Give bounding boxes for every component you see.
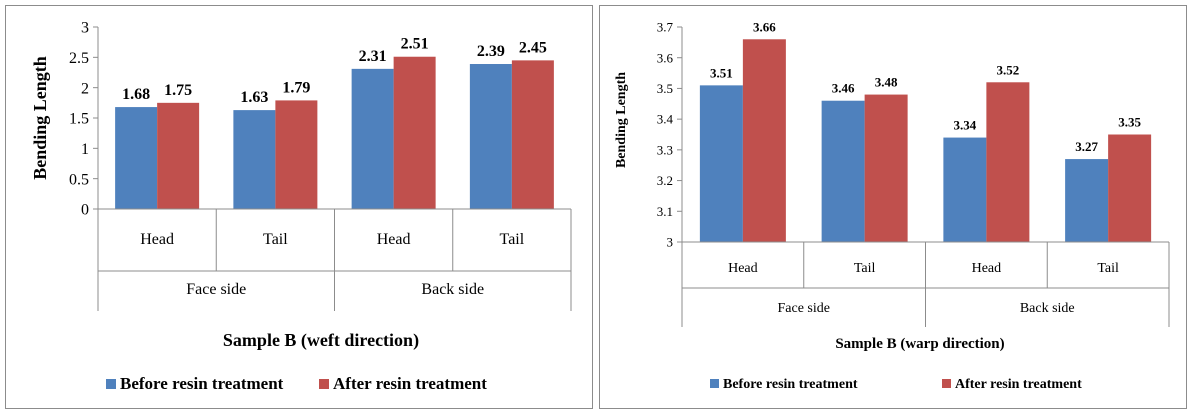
x-axis-title: Sample B (warp direction) — [835, 336, 1004, 352]
legend-label: Before resin treatment — [120, 374, 284, 393]
data-label: 3.66 — [753, 19, 776, 34]
y-tick-label: 3.5 — [657, 81, 673, 96]
bar — [742, 39, 786, 243]
chart-panel-warp: 3 3.1 3.2 3.3 3.4 3.5 3.6 3.7 3.51 3.46 3.34 3.27 3.… — [599, 5, 1187, 409]
chart-warp: 3 3.1 3.2 3.3 3.4 3.5 3.6 3.7 3.51 3.46 3.34 3.27 3.… — [614, 19, 1170, 392]
y-tick-label: 3.7 — [657, 20, 674, 35]
y-tick-label: 3.4 — [657, 112, 674, 127]
y-tick-label: 1 — [81, 141, 89, 158]
data-label: 3.52 — [997, 62, 1020, 77]
bar — [115, 107, 158, 209]
y-tick-label: 0 — [81, 202, 89, 219]
group-label: Back side — [1020, 301, 1075, 316]
bar — [157, 102, 200, 209]
bar — [1108, 134, 1152, 242]
data-label: 3.34 — [954, 118, 977, 133]
data-label: 1.68 — [122, 86, 150, 103]
y-tick-label: 2 — [81, 80, 89, 97]
data-label: 1.63 — [240, 89, 268, 106]
y-axis-title: Bending Length — [30, 56, 50, 180]
x-tick-label: Head — [728, 261, 758, 276]
legend-swatch — [942, 379, 951, 388]
y-tick-label: 3.1 — [657, 204, 673, 219]
group-label: Face side — [778, 301, 830, 316]
chart-weft: 0 0.5 1 1.5 2 2.5 3 1.68 1.63 2.31 2.39 1.75 1.79 2.5… — [30, 20, 572, 393]
legend-label: After resin treatment — [955, 377, 1082, 392]
y-tick-label: 3.6 — [657, 50, 674, 65]
data-label: 2.39 — [477, 43, 505, 60]
y-tick-label: 3 — [81, 20, 89, 37]
x-axis-title: Sample B (weft direction) — [223, 330, 419, 351]
y-tick-label: 1.5 — [69, 111, 89, 128]
data-label: 2.31 — [359, 48, 387, 65]
data-label: 3.48 — [875, 75, 898, 90]
data-label: 3.51 — [710, 65, 733, 80]
x-tick-label: Head — [972, 261, 1002, 276]
data-label: 2.51 — [401, 36, 429, 53]
y-tick-label: 2.5 — [69, 50, 89, 67]
bar — [699, 85, 743, 242]
group-label: Back side — [421, 281, 484, 298]
bar — [393, 56, 436, 209]
bar — [469, 64, 512, 209]
data-label: 3.46 — [832, 81, 855, 96]
y-tick-label: 3 — [667, 235, 674, 250]
legend-swatch — [106, 379, 116, 389]
bar — [1065, 159, 1109, 242]
x-tick-label: Tail — [500, 231, 525, 248]
x-tick-label: Tail — [854, 261, 876, 276]
y-axis-title: Bending Length — [614, 72, 629, 168]
x-tick-label: Head — [140, 231, 174, 248]
legend-label: After resin treatment — [333, 374, 487, 393]
data-label: 3.27 — [1075, 139, 1098, 154]
chart-panel-weft: 0 0.5 1 1.5 2 2.5 3 1.68 1.63 2.31 2.39 1.75 1.79 2.5… — [5, 5, 593, 409]
data-label: 1.79 — [282, 79, 310, 96]
data-label: 1.75 — [164, 82, 192, 99]
x-tick-label: Tail — [1097, 261, 1119, 276]
y-tick-label: 3.3 — [657, 142, 673, 157]
bar — [275, 100, 318, 209]
bar — [864, 94, 908, 242]
bar — [233, 110, 276, 209]
legend-label: Before resin treatment — [723, 377, 858, 392]
x-tick-label: Head — [377, 231, 411, 248]
group-label: Face side — [186, 281, 246, 298]
bar — [821, 100, 865, 242]
bar — [351, 68, 394, 209]
data-label: 2.45 — [519, 39, 547, 56]
legend-swatch — [710, 379, 719, 388]
bar — [943, 137, 987, 242]
legend-swatch — [319, 379, 329, 389]
y-tick-label: 3.2 — [657, 173, 673, 188]
x-tick-label: Tail — [263, 231, 288, 248]
bar — [986, 82, 1030, 243]
data-label: 3.35 — [1118, 115, 1141, 130]
y-tick-label: 0.5 — [69, 171, 89, 188]
bar — [511, 60, 554, 209]
